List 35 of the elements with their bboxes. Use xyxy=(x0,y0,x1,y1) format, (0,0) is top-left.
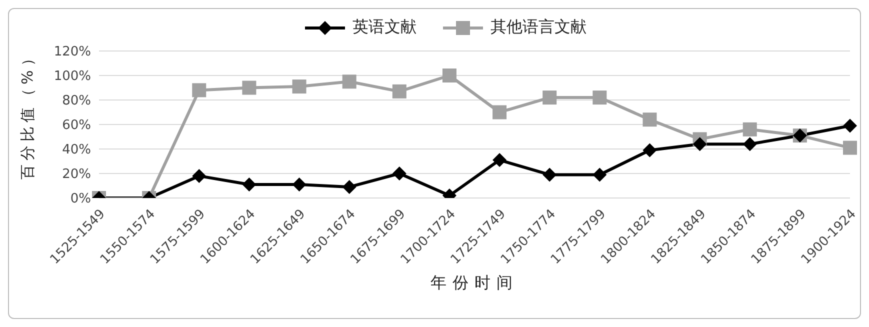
point xyxy=(542,168,557,182)
point xyxy=(292,178,306,192)
legend-label: 英语文献 xyxy=(352,17,416,38)
y-tick-label: 60% xyxy=(62,118,91,134)
point xyxy=(492,153,507,168)
point xyxy=(242,80,256,95)
x-axis-title: 年份时间 xyxy=(430,273,518,292)
point xyxy=(292,80,306,94)
y-tick-label: 100% xyxy=(54,69,91,84)
point xyxy=(342,74,356,89)
point xyxy=(342,180,356,194)
y-tick-label: 20% xyxy=(62,167,91,182)
point xyxy=(592,90,607,105)
point xyxy=(843,140,857,155)
y-tick-label: 120% xyxy=(54,44,91,60)
point xyxy=(242,178,256,192)
point xyxy=(392,84,406,98)
y-tick-label: 0% xyxy=(70,192,91,207)
point xyxy=(492,105,507,120)
point xyxy=(642,112,657,127)
point xyxy=(192,83,206,98)
y-axis-title: 百分比值（%） xyxy=(18,47,36,180)
point xyxy=(542,90,557,105)
y-tick-label: 40% xyxy=(62,142,91,158)
point xyxy=(843,118,857,133)
point xyxy=(742,137,757,152)
legend-label: 其他语言文献 xyxy=(490,17,586,38)
point xyxy=(442,68,456,82)
y-tick-label: 80% xyxy=(62,94,91,109)
point xyxy=(592,168,607,182)
point xyxy=(642,143,657,158)
point xyxy=(742,122,757,136)
point xyxy=(192,168,206,183)
point xyxy=(392,166,406,180)
point xyxy=(692,137,707,152)
